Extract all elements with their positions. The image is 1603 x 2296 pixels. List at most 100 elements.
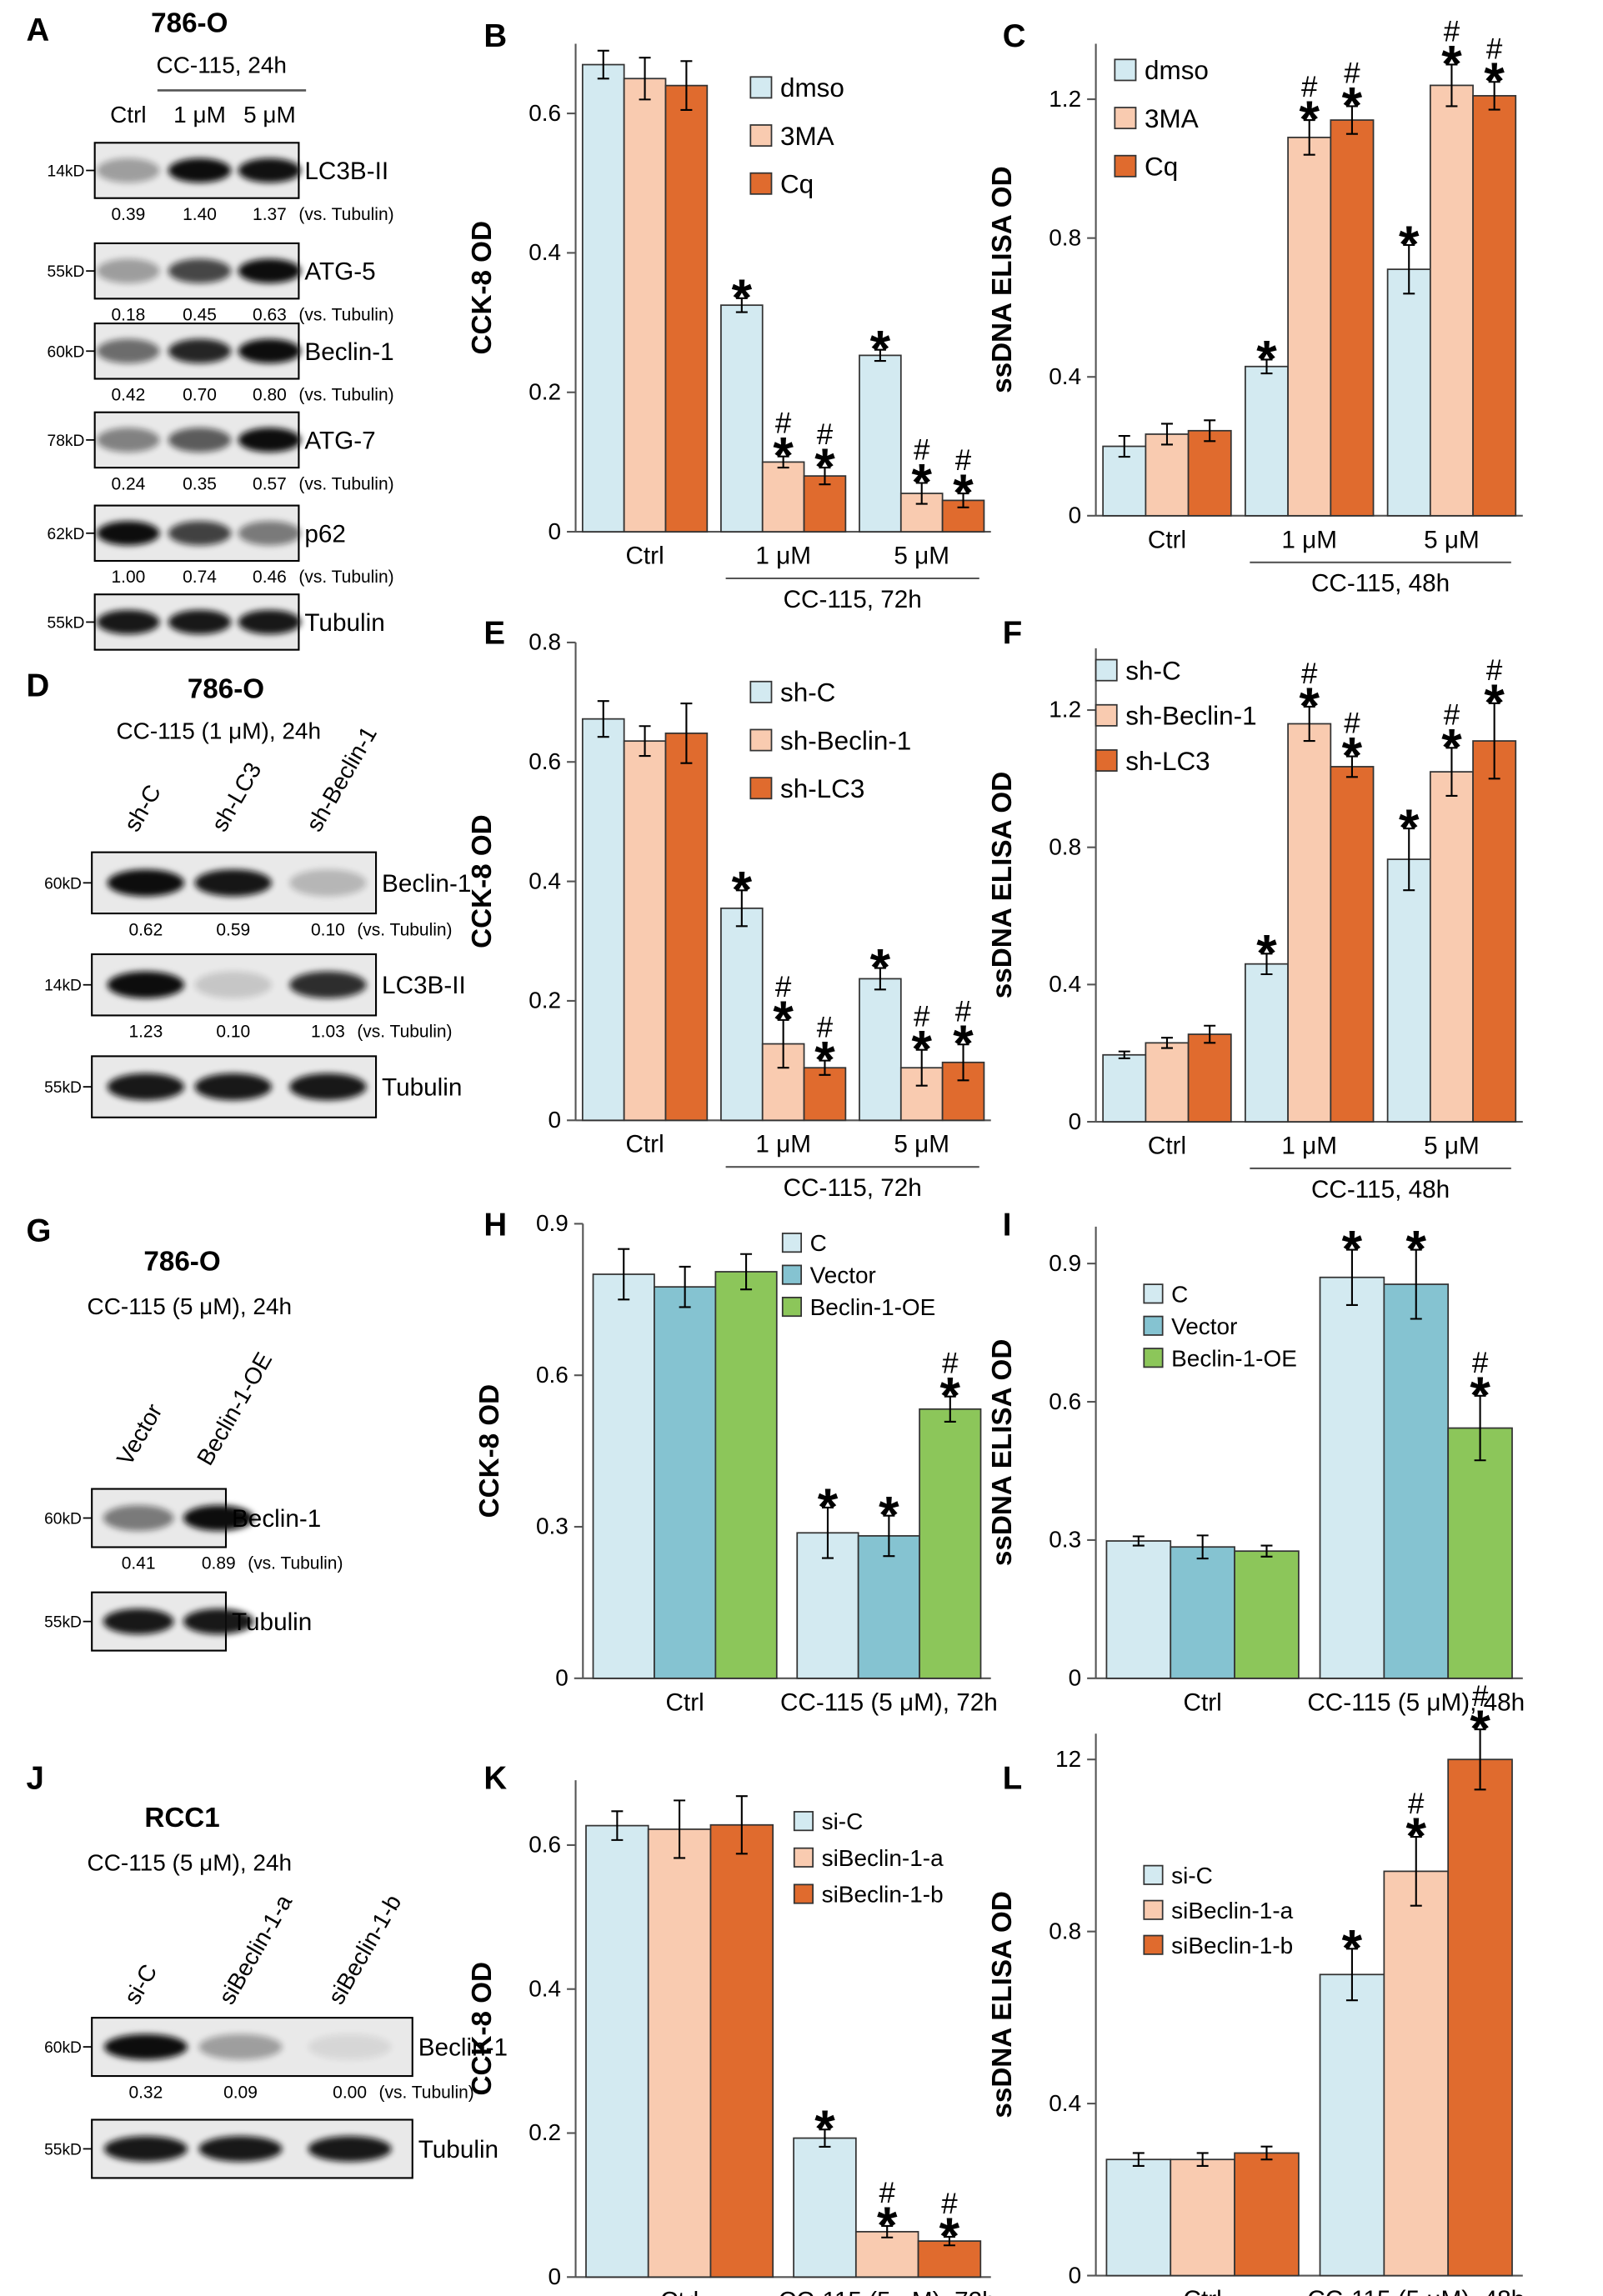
error-bar (1488, 702, 1500, 780)
quant-label: 0.59 (216, 920, 250, 939)
panel-letter: F (1003, 616, 1022, 652)
bar (857, 1535, 920, 1679)
legend-label: Cq (1145, 153, 1178, 182)
significance-star: * (1441, 35, 1462, 93)
error-bar (874, 967, 886, 991)
panel-letter: C (1003, 18, 1026, 54)
size-marker: 60kD (44, 2039, 82, 2057)
quant-label: 0.10 (216, 1023, 250, 1042)
significance-star: * (818, 1478, 839, 1537)
x-tick-label: 1 μM (1281, 526, 1337, 553)
significance-star: * (879, 1487, 899, 1545)
y-tick-label: 12 (1055, 1746, 1081, 1772)
legend-swatch (793, 1811, 814, 1832)
y-tick-label: 0.6 (528, 748, 561, 774)
blot-band (103, 2136, 188, 2162)
x-tick-label: Ctrl (666, 1688, 704, 1716)
legend-swatch (793, 1883, 814, 1904)
error-bar (1345, 1948, 1358, 2002)
legend-swatch (1095, 749, 1118, 772)
y-tick-label: 0.2 (528, 2119, 561, 2145)
legend-label: siBeclin-1-b (1171, 1933, 1293, 1958)
bar (1287, 137, 1332, 517)
legend-swatch (749, 124, 773, 148)
blot-band (194, 971, 272, 998)
blot-band (97, 609, 160, 635)
x-tick-label: Ctrl (1184, 2286, 1222, 2296)
x-tick-label: CC-115 (5 μM), 72h (780, 1688, 998, 1716)
bar (859, 978, 902, 1122)
bar (1383, 1283, 1450, 1679)
protein-label: ATG-7 (304, 427, 375, 454)
size-marker: 55kD (44, 1614, 82, 1632)
error-bar (1132, 2152, 1145, 2167)
error-bar (1345, 1248, 1358, 1306)
legend-swatch (749, 680, 773, 703)
bar (647, 1828, 712, 2278)
quant-label: 0.24 (111, 474, 145, 493)
legend-swatch (1143, 1348, 1164, 1368)
bar (803, 1067, 847, 1122)
bar (581, 63, 625, 533)
blot-band (198, 2136, 283, 2162)
legend-swatch (781, 1264, 803, 1285)
legend-label: si-C (1171, 1863, 1213, 1888)
legend-swatch (749, 172, 773, 195)
quant-label: 0.42 (111, 386, 145, 405)
significance-star: * (940, 1368, 961, 1426)
significance-star: * (1470, 1367, 1490, 1425)
blot-title: 786-O (143, 1246, 220, 1277)
error-bar (1160, 423, 1173, 446)
y-axis-label: CCK-8 OD (467, 221, 498, 355)
quant-label: 0.18 (111, 306, 145, 325)
quant-label: 1.23 (128, 1023, 163, 1042)
legend-label: sh-LC3 (1125, 747, 1210, 776)
error-bar (1474, 1394, 1486, 1462)
legend-label: sh-C (780, 678, 835, 708)
bar (1383, 1870, 1450, 2277)
blot-band (107, 971, 185, 998)
legend-label: Cq (780, 170, 814, 199)
blot-band (103, 1505, 174, 1531)
blot-subtitle: CC-115 (5 μM), 24h (88, 1850, 293, 1876)
protein-label: Beclin-1 (304, 338, 393, 366)
error-bar (1196, 2152, 1209, 2167)
bar (623, 78, 667, 533)
error-bar (1160, 1037, 1173, 1049)
bar (664, 732, 709, 1122)
y-tick-label: 0.6 (528, 1832, 561, 1858)
y-axis-label: CCK-8 OD (467, 1962, 498, 2096)
protein-label: Tubulin (382, 1074, 462, 1102)
error-bar (1132, 1535, 1145, 1547)
significance-hash: # (914, 434, 930, 467)
error-bar (679, 1265, 691, 1308)
blot-title: 786-O (151, 8, 228, 38)
y-tick-label: 0 (1069, 1108, 1082, 1134)
error-bar (874, 348, 886, 363)
error-bar (735, 1795, 748, 1855)
significance-star: * (814, 1032, 835, 1090)
significance-hash: # (1344, 708, 1360, 740)
legend-label: C (810, 1230, 827, 1256)
y-tick-label: 0.6 (528, 100, 561, 126)
y-tick-label: 0 (1069, 503, 1082, 528)
y-tick-label: 0.4 (528, 868, 561, 893)
significance-hash: # (1472, 1347, 1489, 1379)
significance-star: * (1470, 1700, 1490, 1758)
error-bar (1260, 1544, 1273, 1558)
protein-label: LC3B-II (304, 158, 388, 185)
lane-label: Vector (112, 1399, 167, 1469)
error-bar (639, 725, 651, 758)
error-bar (1204, 1024, 1216, 1044)
legend-label: sh-Beclin-1 (1125, 702, 1256, 731)
panel-letter: D (27, 668, 50, 704)
bar (917, 2240, 982, 2278)
legend-label: C (1171, 1281, 1188, 1307)
y-axis-label: ssDNA ELISA OD (987, 772, 1018, 998)
quant-label: 1.40 (183, 205, 217, 224)
legend-swatch (1143, 1315, 1164, 1336)
panel-letter: H (483, 1207, 507, 1243)
y-tick-label: 0.8 (1049, 833, 1081, 859)
bar (1245, 365, 1289, 517)
quant-label: 0.45 (183, 306, 217, 325)
